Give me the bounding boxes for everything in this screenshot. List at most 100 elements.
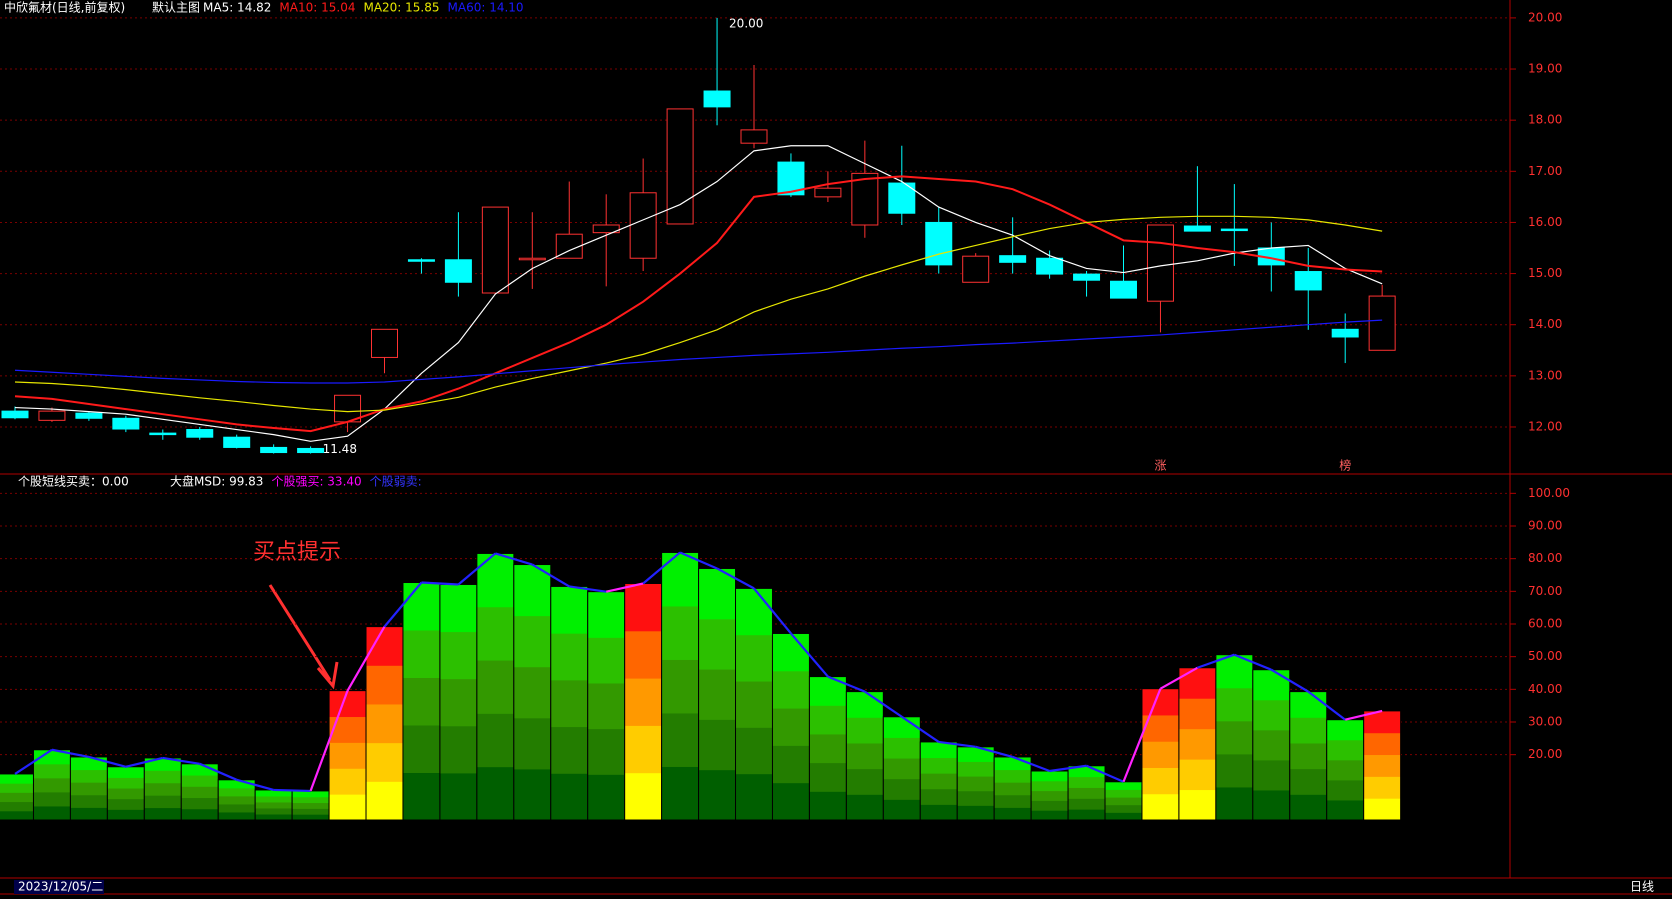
candle-body: [260, 446, 288, 454]
bar-band: [550, 679, 588, 728]
chart-title: 中欣氟材(日线,前复权): [4, 0, 125, 15]
bar-band: [439, 725, 477, 774]
candle-body: [75, 412, 103, 419]
bar-band: [1252, 669, 1290, 701]
bar-band: [513, 666, 551, 719]
bar-band: [1141, 793, 1179, 821]
bar-band: [1068, 776, 1106, 788]
bar-band: [513, 615, 551, 668]
bar-band: [144, 807, 182, 821]
signal-line: [1012, 755, 1050, 773]
bar-band: [292, 814, 330, 821]
bar-band: [1215, 720, 1253, 755]
candle-body: [629, 192, 657, 259]
bar-band: [181, 797, 219, 810]
bar-band: [0, 810, 34, 821]
signal-line: [1344, 709, 1383, 721]
bar-band: [1031, 790, 1069, 801]
bar-band: [809, 705, 847, 735]
bar-band: [218, 803, 256, 813]
bar-band: [994, 769, 1032, 783]
subtitle: 默认主图: [152, 0, 200, 15]
ma-line: [14, 215, 1383, 413]
bar-band: [329, 794, 367, 821]
bar-band: [550, 773, 588, 821]
bar-band: [1252, 729, 1290, 761]
candle-body: [407, 259, 435, 262]
bar-band: [218, 779, 256, 789]
signal-line: [1197, 653, 1235, 669]
bar-band: [292, 790, 330, 798]
signal-line: [346, 626, 386, 692]
bar-band: [957, 776, 995, 792]
bar-band: [846, 742, 884, 770]
annotation-arrow: [268, 584, 339, 690]
bar-band: [661, 605, 699, 660]
signal-line: [51, 748, 90, 759]
candle-body: [444, 259, 472, 283]
bar-band: [181, 775, 219, 787]
bar-band: [624, 725, 662, 774]
bar-band: [1363, 710, 1401, 734]
signal-line: [901, 715, 940, 743]
signal-line: [827, 675, 866, 693]
bar-band: [1178, 698, 1216, 730]
signal-line: [421, 581, 459, 586]
bar-band: [255, 795, 293, 803]
bar-band: [883, 737, 921, 759]
signal-line: [1122, 688, 1162, 783]
bar-band: [994, 807, 1032, 821]
signal-line: [642, 551, 681, 585]
bar-band: [33, 805, 71, 821]
signal-line: [88, 755, 127, 768]
bar-band: [1178, 728, 1216, 760]
candle-body: [1073, 273, 1101, 281]
y-tick-label: 90.00: [1528, 519, 1562, 533]
candle-body: [777, 161, 805, 196]
bar-band: [513, 768, 551, 821]
signal-line: [753, 587, 792, 635]
marker: 涨: [1154, 458, 1166, 473]
bar-band: [698, 719, 736, 771]
y-tick-label: 19.00: [1528, 62, 1562, 76]
bar-band: [1289, 742, 1327, 770]
candle-body: [186, 429, 214, 438]
bar-band: [624, 678, 662, 726]
signal-line: [125, 756, 164, 768]
bar-band: [1178, 789, 1216, 821]
y-tick-label: 50.00: [1528, 649, 1562, 663]
bar-band: [476, 660, 514, 714]
bar-band: [107, 788, 145, 800]
bar-band: [1031, 780, 1069, 792]
bar-band: [1326, 799, 1364, 821]
bar-band: [366, 703, 403, 744]
bar-band: [735, 773, 773, 821]
bar-band: [920, 804, 958, 821]
bar-band: [772, 633, 810, 672]
bar-band: [329, 742, 367, 769]
bar-band: [920, 757, 958, 774]
bar-band: [587, 591, 625, 638]
candle-body: [1220, 228, 1248, 232]
candle-body: [371, 328, 398, 358]
signal-line: [273, 788, 311, 793]
bar-band: [587, 728, 625, 775]
bar-band: [1105, 781, 1142, 790]
bar-band: [772, 782, 810, 821]
candle-body: [518, 257, 546, 261]
signal-line: [236, 778, 274, 792]
bar-band: [1105, 812, 1142, 821]
candle-body: [1, 410, 29, 419]
bar-band: [624, 772, 662, 821]
signal-line: [1159, 666, 1198, 690]
bar-band: [1105, 797, 1142, 806]
date-label: 2023/12/05/二: [18, 880, 103, 894]
bar-band: [439, 584, 477, 633]
candle-body: [149, 432, 177, 436]
bar-band: [809, 791, 847, 821]
candle-body: [592, 224, 620, 234]
candle-body: [1110, 280, 1137, 299]
bar-band: [920, 741, 958, 759]
candle-body: [223, 436, 251, 448]
bar-band: [366, 626, 403, 666]
